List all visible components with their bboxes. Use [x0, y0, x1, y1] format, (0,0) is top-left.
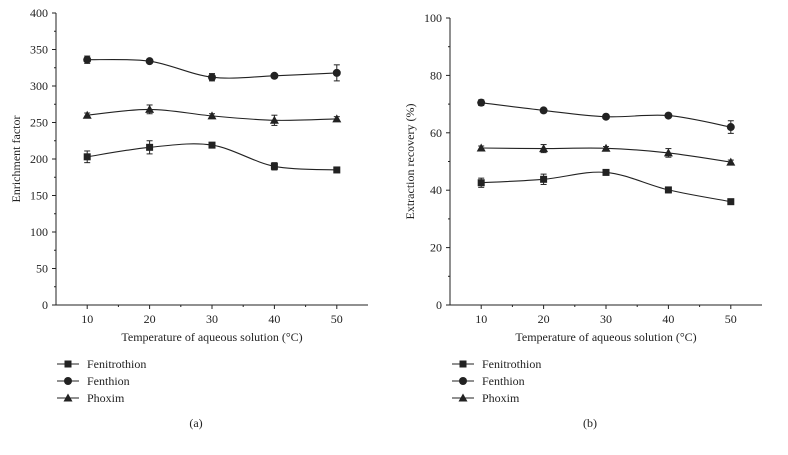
y-tick-label: 80: [430, 68, 442, 82]
data-point: [477, 98, 486, 107]
data-point: [726, 123, 735, 132]
y-tick-label: 100: [424, 11, 442, 25]
data-point: [602, 168, 610, 176]
legend-marker: [459, 377, 467, 385]
legend-label: Fenitrothion: [482, 357, 541, 371]
series-line: [481, 171, 731, 203]
data-point: [539, 106, 548, 115]
data-point: [663, 148, 673, 157]
legend-marker: [63, 393, 73, 402]
y-tick-label: 300: [30, 79, 48, 93]
data-point: [83, 153, 91, 161]
data-point: [540, 175, 548, 183]
data-point: [83, 55, 92, 64]
data-point: [602, 112, 610, 121]
data-point: [207, 111, 217, 120]
x-tick-label: 30: [600, 312, 612, 326]
y-axis-title: Enrichment factor: [9, 116, 23, 203]
y-tick-label: 350: [30, 43, 48, 57]
legend-label: Fenitrothion: [87, 357, 146, 371]
x-tick-label: 20: [144, 312, 156, 326]
y-tick-label: 0: [42, 298, 48, 312]
data-point: [269, 115, 279, 124]
y-tick-label: 150: [30, 189, 48, 203]
legend-label: Phoxim: [482, 391, 520, 405]
legend-marker: [64, 360, 72, 368]
data-point: [333, 166, 341, 174]
x-axis-title: Temperature of aqueous solution (°C): [121, 330, 302, 344]
y-tick-label: 400: [30, 6, 48, 20]
data-point: [476, 143, 486, 152]
panel-b: 0 20 40 60 80 100 10 20 30 40 50 Temperature of aqu…: [403, 11, 762, 430]
data-point: [601, 143, 611, 152]
legend-label: Phoxim: [87, 391, 125, 405]
data-point: [270, 162, 278, 170]
data-point: [477, 179, 485, 187]
x-tick-label: 40: [662, 312, 674, 326]
x-tick-label: 10: [475, 312, 487, 326]
x-axis-title: Temperature of aqueous solution (°C): [515, 330, 696, 344]
legend-marker: [64, 377, 72, 385]
legend-marker: [458, 393, 468, 402]
data-point: [332, 68, 341, 77]
x-tick-label: 40: [268, 312, 280, 326]
data-point: [270, 71, 279, 80]
data-point: [145, 104, 155, 113]
data-point: [145, 57, 154, 66]
y-axis-title: Extraction recovery (%): [403, 104, 417, 220]
series-fenthion: [83, 55, 341, 82]
y-tick-label: 0: [436, 298, 442, 312]
panel-a: 0 50 100 150 200 250 300 350 400 10 20 30 40 50 Temper…: [9, 6, 368, 430]
data-point: [664, 186, 672, 194]
y-tick-label: 200: [30, 152, 48, 166]
y-tick-label: 250: [30, 116, 48, 130]
x-tick-label: 10: [81, 312, 93, 326]
y-tick-label: 50: [36, 262, 48, 276]
x-tick-label: 20: [538, 312, 550, 326]
x-tick-label: 30: [206, 312, 218, 326]
legend-marker: [459, 360, 467, 368]
series-fenitrothion: [477, 168, 735, 206]
data-point: [208, 141, 216, 149]
y-tick-label: 40: [430, 183, 442, 197]
y-tick-label: 60: [430, 126, 442, 140]
panel-label: (b): [583, 416, 597, 430]
series-fenitrothion: [83, 140, 341, 174]
data-point: [332, 114, 342, 123]
series-phoxim: [476, 143, 736, 166]
legend-label: Fenthion: [87, 374, 130, 388]
data-point: [727, 198, 735, 206]
x-tick-label: 50: [725, 312, 737, 326]
panel-label: (a): [189, 416, 202, 430]
series-fenthion: [477, 98, 735, 134]
data-point: [664, 111, 673, 120]
data-point: [82, 110, 92, 119]
data-point: [539, 144, 549, 153]
legend-label: Fenthion: [482, 374, 525, 388]
data-point: [208, 73, 216, 82]
y-tick-label: 100: [30, 225, 48, 239]
x-tick-label: 50: [331, 312, 343, 326]
y-tick-label: 20: [430, 241, 442, 255]
series-phoxim: [82, 104, 342, 126]
data-point: [726, 157, 736, 166]
data-point: [146, 143, 154, 151]
